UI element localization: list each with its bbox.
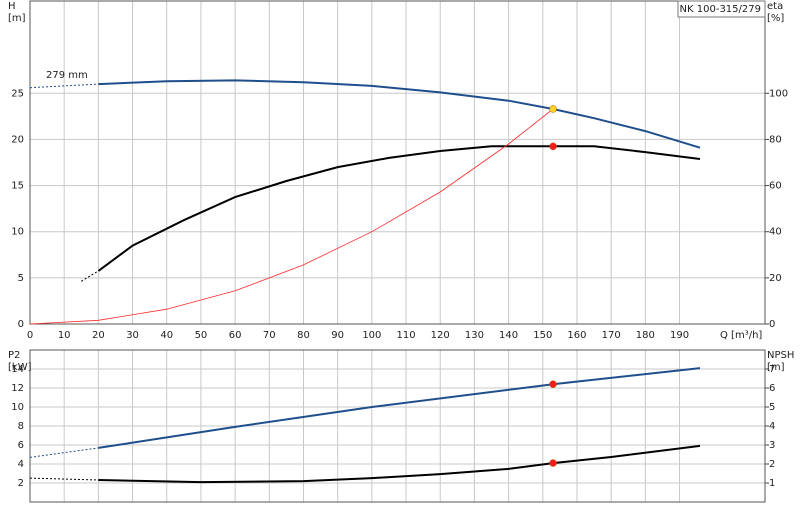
x-tick-label: 40 (160, 330, 173, 341)
y-axis-label: [m] (8, 13, 26, 24)
y2-axis-label: [m] (767, 362, 785, 373)
plot-area (30, 1, 765, 324)
y-axis-label: P2 (8, 350, 20, 361)
x-tick-label: 180 (636, 330, 655, 341)
curve (29, 108, 554, 325)
duty-point (549, 142, 557, 151)
curve (98, 367, 701, 449)
y-tick-label: 12 (11, 383, 24, 394)
x-axis-label: Q [m³/h] (720, 330, 762, 341)
y-tick-label: 0 (18, 319, 24, 330)
x-tick-label: 0 (27, 330, 33, 341)
curve (98, 444, 701, 484)
x-tick-label: 50 (195, 330, 208, 341)
y-tick-label: 4 (18, 459, 24, 470)
y2-tick-label: 80 (769, 134, 782, 145)
y2-tick-label: 3 (769, 440, 775, 451)
x-tick-label: 20 (92, 330, 105, 341)
y-tick-label: 10 (11, 402, 24, 413)
y-tick-label: 25 (11, 88, 24, 99)
y-tick-label: 8 (18, 421, 24, 432)
x-tick-label: 190 (670, 330, 689, 341)
x-tick-label: 80 (297, 330, 310, 341)
y2-tick-label: 6 (769, 383, 775, 394)
y2-tick-label: 100 (769, 88, 788, 99)
x-tick-label: 120 (431, 330, 450, 341)
y2-tick-label: 2 (769, 459, 775, 470)
x-tick-label: 170 (602, 330, 621, 341)
y2-tick-label: 20 (769, 273, 782, 284)
y-tick-label: 14 (11, 364, 24, 375)
y2-tick-label: 60 (769, 181, 782, 192)
y2-tick-label: 5 (769, 402, 775, 413)
y2-axis-label: eta (767, 1, 783, 12)
x-tick-label: 160 (567, 330, 586, 341)
x-tick-label: 70 (263, 330, 276, 341)
x-tick-label: 130 (465, 330, 484, 341)
x-tick-label: 90 (331, 330, 344, 341)
y2-tick-label: 1 (769, 478, 775, 489)
plot-frame (29, 349, 766, 503)
y2-axis-label: [%] (767, 13, 784, 24)
y-tick-label: 5 (18, 273, 24, 284)
x-tick-label: 110 (396, 330, 415, 341)
x-tick-label: 30 (126, 330, 139, 341)
y2-axis-label: NPSH (767, 350, 794, 361)
title-box (677, 0, 766, 18)
x-tick-label: 10 (58, 330, 71, 341)
duty-point (549, 459, 557, 467)
y-tick-label: 10 (11, 227, 24, 238)
curve (29, 447, 99, 458)
curve (98, 79, 701, 149)
duty-point (549, 105, 557, 113)
x-tick-label: 140 (499, 330, 518, 341)
y-axis-label: H (8, 1, 16, 12)
y2-tick-label: 40 (769, 227, 782, 238)
chart-title: NK 100-315/279 (680, 4, 761, 15)
x-tick-label: 100 (362, 330, 381, 341)
plot-frame (29, 0, 766, 325)
duty-point (549, 380, 557, 388)
y-tick-label: 15 (11, 181, 24, 192)
y2-tick-label: 7 (769, 364, 775, 375)
y2-tick-label: 4 (769, 421, 775, 432)
x-tick-label: 60 (229, 330, 242, 341)
curve (81, 270, 99, 282)
y-tick-label: 20 (11, 134, 24, 145)
y-tick-label: 6 (18, 440, 24, 451)
y-tick-label: 2 (18, 478, 24, 489)
curve (29, 83, 99, 89)
curve (29, 477, 99, 481)
curve (97, 145, 701, 272)
x-tick-label: 150 (533, 330, 552, 341)
y2-tick-label: 0 (769, 319, 775, 330)
annotation: 279 mm (46, 70, 88, 81)
y-axis-label: [kW] (8, 362, 32, 373)
